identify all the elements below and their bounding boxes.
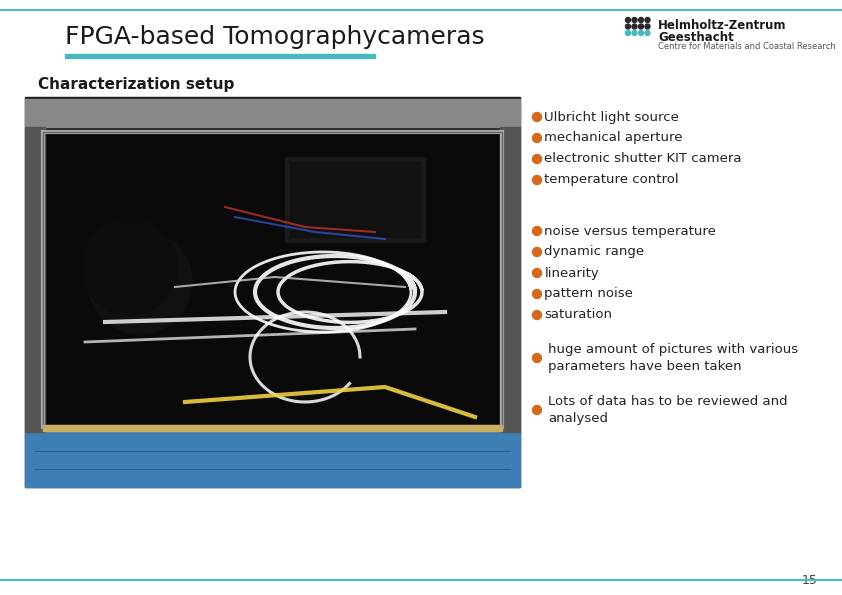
Circle shape (632, 30, 637, 36)
Bar (25, 99, 520, 127)
Circle shape (532, 112, 541, 121)
Circle shape (532, 155, 541, 164)
Bar (43, 425, 502, 431)
Circle shape (532, 290, 541, 299)
Circle shape (632, 17, 637, 23)
Circle shape (532, 133, 541, 142)
Text: temperature control: temperature control (545, 174, 679, 186)
Circle shape (532, 311, 541, 320)
Text: electronic shutter KIT camera: electronic shutter KIT camera (545, 152, 742, 165)
Circle shape (645, 17, 650, 23)
Bar (65, 54, 375, 58)
Circle shape (532, 176, 541, 184)
Text: saturation: saturation (545, 308, 612, 321)
Text: Characterization setup: Characterization setup (38, 77, 234, 92)
Bar (25, 432, 520, 487)
Circle shape (638, 17, 643, 23)
Text: FPGA-based Tomographycameras: FPGA-based Tomographycameras (65, 25, 485, 49)
Circle shape (638, 24, 643, 29)
Bar (43, 132, 502, 427)
Text: huge amount of pictures with various
parameters have been taken: huge amount of pictures with various par… (548, 343, 798, 373)
Text: 15: 15 (802, 574, 818, 587)
Circle shape (82, 219, 178, 315)
Text: pattern noise: pattern noise (545, 287, 633, 300)
Circle shape (632, 24, 637, 29)
Circle shape (88, 230, 192, 334)
Bar (25, 97, 520, 487)
Circle shape (532, 406, 541, 415)
Text: linearity: linearity (545, 267, 600, 280)
Text: noise versus temperature: noise versus temperature (545, 224, 717, 237)
Text: Centre for Materials and Coastal Research: Centre for Materials and Coastal Researc… (658, 42, 836, 51)
Text: Ulbricht light source: Ulbricht light source (545, 111, 679, 124)
Circle shape (638, 30, 643, 36)
Circle shape (532, 268, 541, 277)
Text: Geesthacht: Geesthacht (658, 31, 733, 44)
Circle shape (645, 30, 650, 36)
Text: Lots of data has to be reviewed and
analysed: Lots of data has to be reviewed and anal… (548, 395, 787, 425)
Circle shape (626, 30, 631, 36)
Circle shape (532, 227, 541, 236)
Text: mechanical aperture: mechanical aperture (545, 131, 683, 145)
Circle shape (532, 248, 541, 256)
Bar (285, 157, 425, 242)
Circle shape (645, 24, 650, 29)
Bar (500, 127, 520, 432)
Circle shape (532, 353, 541, 362)
Text: dynamic range: dynamic range (545, 246, 645, 258)
Bar (25, 127, 45, 432)
Bar (290, 162, 420, 237)
Circle shape (626, 17, 631, 23)
Circle shape (626, 24, 631, 29)
Text: Helmholtz-Zentrum: Helmholtz-Zentrum (658, 19, 786, 32)
